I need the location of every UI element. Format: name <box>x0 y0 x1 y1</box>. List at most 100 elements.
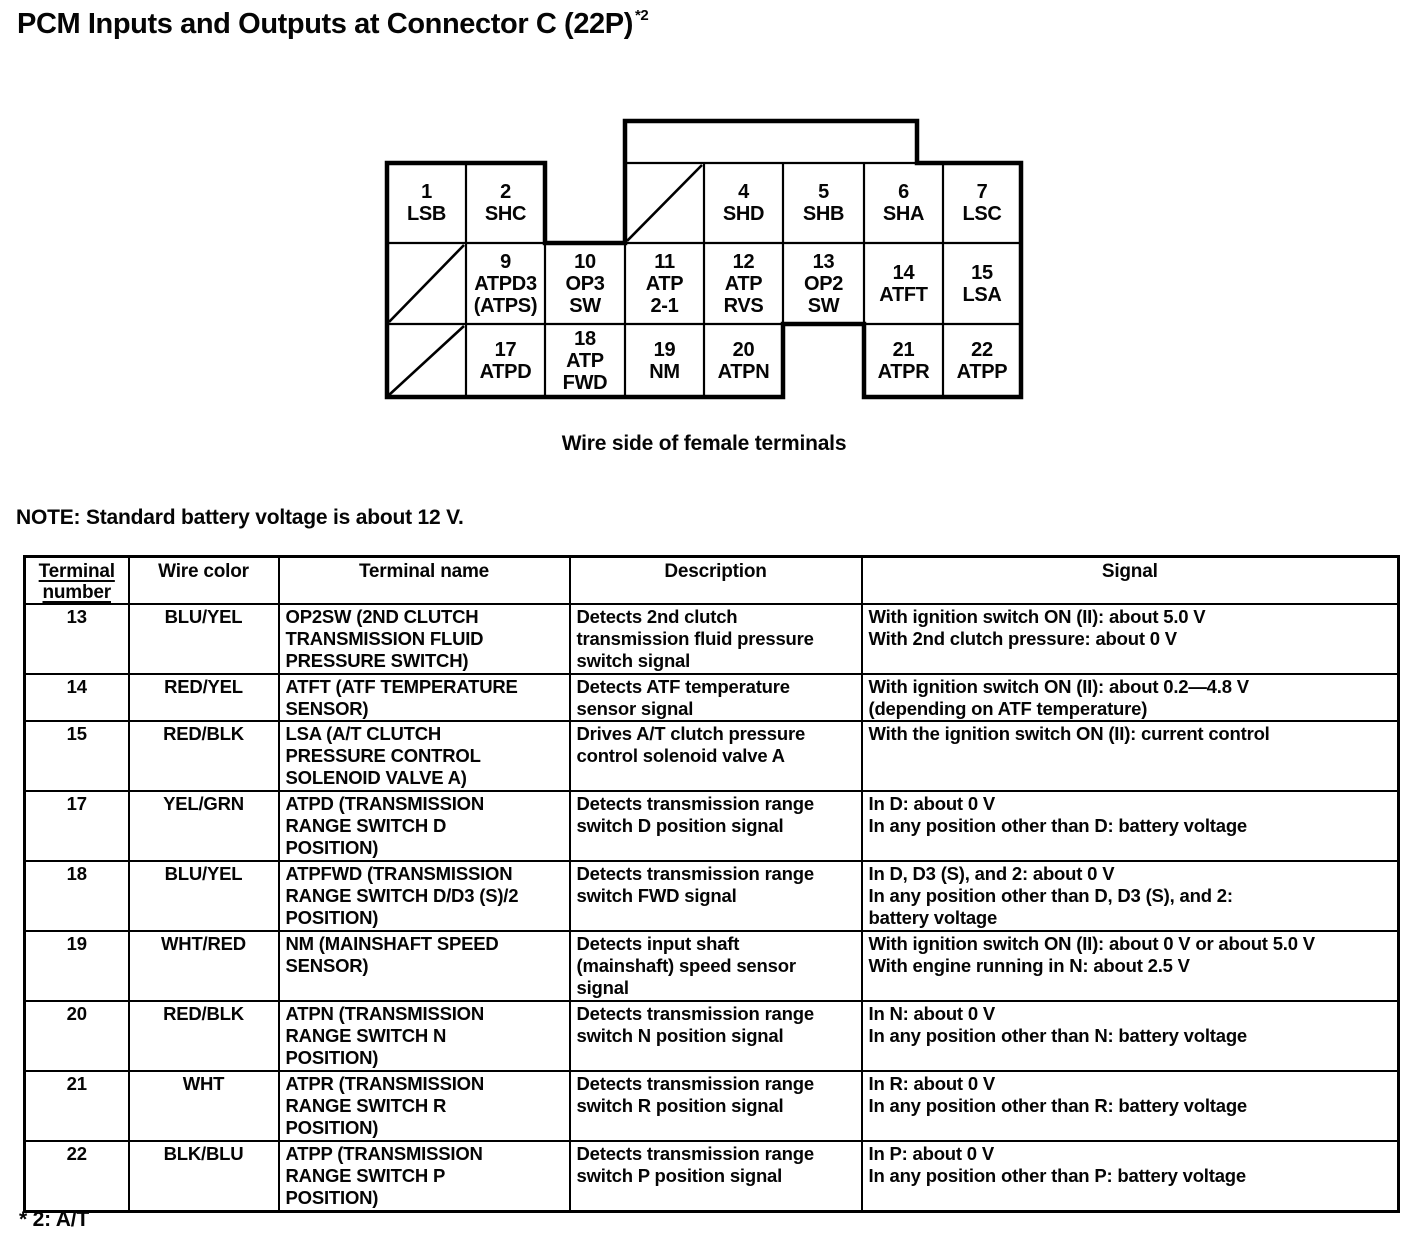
pin-number: 15 <box>971 261 993 284</box>
pin-label: OP2 SW <box>803 272 844 317</box>
unused-pin-diagonals <box>388 164 703 396</box>
connector-cell: 6 SHA <box>864 163 943 243</box>
terminal-number-cell: 13 <box>23 603 130 675</box>
description-cell: Detects transmission range switch P posi… <box>568 1140 863 1212</box>
terminal-number-cell: 15 <box>23 720 130 792</box>
terminal-number-cell: 18 <box>23 860 130 932</box>
pin-label: LSC <box>962 203 1002 225</box>
connector-cell: 1 LSB <box>387 163 466 243</box>
pin-number: 1 <box>421 181 432 203</box>
signal-cell: With ignition switch ON (II): about 0.2—… <box>860 673 1400 722</box>
description-cell: Detects transmission range switch D posi… <box>568 790 863 862</box>
description-cell: Drives A/T clutch pressure control solen… <box>568 720 863 792</box>
diagram-caption: Wire side of female terminals <box>561 432 847 455</box>
connector-cell: 12 ATP RVS <box>704 243 783 324</box>
table-row: 21 WHT ATPR (TRANSMISSION RANGE SWITCH R… <box>23 1070 1400 1142</box>
connector-cell: 17 ATPD <box>466 324 545 397</box>
connector-cell: 13 OP2 SW <box>783 243 864 324</box>
table-row: 14 RED/YEL ATFT (ATF TEMPERATURE SENSOR)… <box>23 673 1400 722</box>
pin-label: SHD <box>722 203 765 225</box>
connector-cell: 4 SHD <box>704 163 783 243</box>
connector-cell: 19 NM <box>625 324 704 397</box>
pin-label: SHC <box>484 203 527 225</box>
pin-label: ATFT <box>879 283 928 306</box>
pin-number: 2 <box>500 181 511 203</box>
connector-cell: 7 LSC <box>943 163 1021 243</box>
terminal-number-cell: 20 <box>23 1000 130 1072</box>
pin-number: 5 <box>818 181 829 203</box>
wire-color-cell: RED/BLK <box>127 720 280 792</box>
signal-cell: With ignition switch ON (II): about 5.0 … <box>860 603 1400 675</box>
terminal-name-cell: ATPP (TRANSMISSION RANGE SWITCH P POSITI… <box>277 1140 571 1212</box>
terminal-number-cell: 17 <box>23 790 130 862</box>
pin-label: NM <box>649 360 680 383</box>
connector-cell: 15 LSA <box>943 243 1021 324</box>
wire-color-cell: BLU/YEL <box>127 860 280 932</box>
description-cell: Detects transmission range switch FWD si… <box>568 860 863 932</box>
signal-cell: With ignition switch ON (II): about 0 V … <box>860 930 1400 1002</box>
pin-label: ATPD3 (ATPS) <box>473 272 538 317</box>
terminal-name-cell: ATPD (TRANSMISSION RANGE SWITCH D POSITI… <box>277 790 571 862</box>
connector-cell: 10 OP3 SW <box>545 243 625 324</box>
pin-number: 17 <box>494 338 517 361</box>
description-cell: Detects transmission range switch N posi… <box>568 1000 863 1072</box>
description-cell: Detects 2nd clutch transmission fluid pr… <box>568 603 863 675</box>
terminal-number-cell: 14 <box>23 673 130 722</box>
pin-label: LSB <box>406 203 447 225</box>
pin-label: ATP 2-1 <box>645 272 684 317</box>
pin-label: SHB <box>802 203 845 225</box>
wire-color-cell: RED/YEL <box>127 673 280 722</box>
terminal-name-cell: OP2SW (2ND CLUTCH TRANSMISSION FLUID PRE… <box>277 603 571 675</box>
connector-cell: 9 ATPD3 (ATPS) <box>466 243 545 324</box>
connector-lines <box>384 118 1024 400</box>
terminal-name-cell: ATPN (TRANSMISSION RANGE SWITCH N POSITI… <box>277 1000 571 1072</box>
page-title: PCM Inputs and Outputs at Connector C (2… <box>17 7 649 41</box>
header-wire-color: Wire color <box>127 555 280 605</box>
table-row: 20 RED/BLK ATPN (TRANSMISSION RANGE SWIT… <box>23 1000 1400 1072</box>
pin-number: 18 <box>574 327 596 350</box>
description-cell: Detects transmission range switch R posi… <box>568 1070 863 1142</box>
pin-label: ATP RVS <box>723 272 764 317</box>
terminal-number-cell: 19 <box>23 930 130 1002</box>
signal-cell: With the ignition switch ON (II): curren… <box>860 720 1400 792</box>
connector-cell: 11 ATP 2-1 <box>625 243 704 324</box>
connector-cell: 21 ATPR <box>864 324 943 397</box>
signal-cell: In R: about 0 V In any position other th… <box>860 1070 1400 1142</box>
table-row: 13 BLU/YEL OP2SW (2ND CLUTCH TRANSMISSIO… <box>23 603 1400 675</box>
table-row: 19 WHT/RED NM (MAINSHAFT SPEED SENSOR) D… <box>23 930 1400 1002</box>
connector-cell: 18 ATP FWD <box>545 324 625 397</box>
pin-number: 13 <box>812 250 835 273</box>
wire-color-cell: BLK/BLU <box>127 1140 280 1212</box>
description-cell: Detects ATF temperature sensor signal <box>568 673 863 722</box>
terminal-name-cell: ATPFWD (TRANSMISSION RANGE SWITCH D/D3 (… <box>277 860 571 932</box>
pin-label: ATP FWD <box>562 349 608 394</box>
terminal-name-cell: NM (MAINSHAFT SPEED SENSOR) <box>277 930 571 1002</box>
pin-label: LSA <box>962 283 1002 306</box>
pin-label: OP3 SW <box>565 272 605 317</box>
pin-number: 12 <box>732 250 755 273</box>
title-superscript: *2 <box>634 7 649 25</box>
signal-cell: In N: about 0 V In any position other th… <box>860 1000 1400 1072</box>
pin-label: SHA <box>882 203 925 225</box>
table-row: 18 BLU/YEL ATPFWD (TRANSMISSION RANGE SW… <box>23 860 1400 932</box>
table-row: 22 BLK/BLU ATPP (TRANSMISSION RANGE SWIT… <box>23 1140 1400 1212</box>
pin-number: 14 <box>892 261 915 284</box>
connector-cell: 5 SHB <box>783 163 864 243</box>
connector-cell: 20 ATPN <box>704 324 783 397</box>
pin-number: 20 <box>732 338 755 361</box>
connector-cell: 22 ATPP <box>943 324 1021 397</box>
pin-label: ATPP <box>956 360 1008 383</box>
terminal-name-cell: ATFT (ATF TEMPERATURE SENSOR) <box>277 673 571 722</box>
connector-outline <box>384 118 1024 400</box>
header-signal: Signal <box>860 555 1400 605</box>
pin-number: 21 <box>892 338 915 361</box>
terminal-number-cell: 22 <box>23 1140 130 1212</box>
connector-cell: 2 SHC <box>466 163 545 243</box>
terminal-number-cell: 21 <box>23 1070 130 1142</box>
table-row: 17 YEL/GRN ATPD (TRANSMISSION RANGE SWIT… <box>23 790 1400 862</box>
pin-number: 22 <box>971 338 993 361</box>
wire-color-cell: WHT <box>127 1070 280 1142</box>
description-cell: Detects input shaft (mainshaft) speed se… <box>568 930 863 1002</box>
pin-number: 6 <box>898 181 909 203</box>
